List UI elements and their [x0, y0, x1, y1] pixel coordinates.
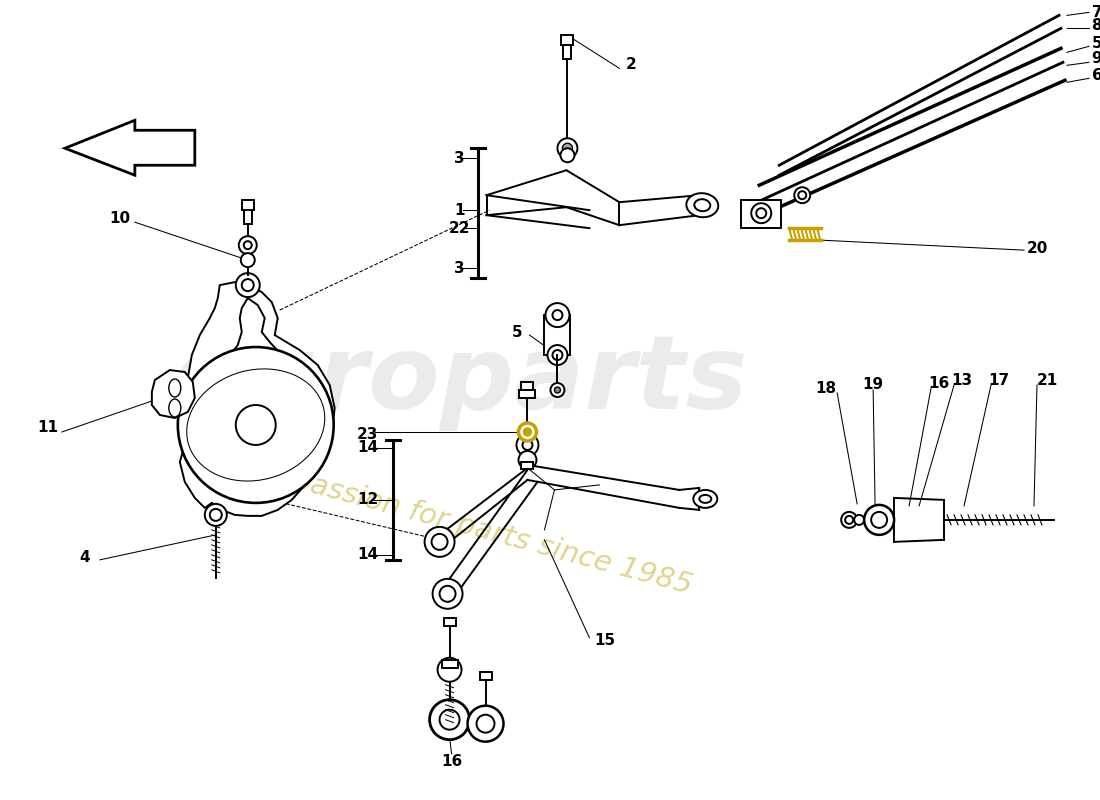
Circle shape: [210, 509, 222, 521]
Circle shape: [468, 706, 504, 742]
Text: 11: 11: [37, 421, 58, 435]
Ellipse shape: [693, 490, 717, 508]
Circle shape: [757, 208, 767, 218]
Text: 14: 14: [358, 547, 378, 562]
Ellipse shape: [694, 199, 711, 211]
Text: 3: 3: [454, 150, 465, 166]
Circle shape: [178, 347, 333, 503]
Circle shape: [548, 345, 568, 365]
Text: 6: 6: [1091, 68, 1100, 83]
Circle shape: [552, 350, 562, 360]
Text: 12: 12: [358, 493, 378, 507]
Text: 16: 16: [928, 375, 949, 390]
Circle shape: [518, 451, 537, 469]
Text: 15: 15: [594, 634, 615, 648]
Polygon shape: [179, 282, 334, 516]
Text: a passion for parts since 1985: a passion for parts since 1985: [264, 459, 695, 600]
Circle shape: [524, 428, 531, 436]
Bar: [480, 672, 492, 680]
Bar: [741, 200, 781, 228]
Polygon shape: [201, 298, 298, 480]
Circle shape: [865, 505, 894, 535]
Bar: [519, 390, 536, 398]
Text: europarts: europarts: [172, 330, 747, 430]
Circle shape: [476, 714, 495, 733]
Ellipse shape: [187, 369, 324, 481]
Bar: [443, 618, 455, 626]
Text: 10: 10: [109, 210, 131, 226]
Circle shape: [550, 383, 564, 397]
Text: 1: 1: [454, 202, 465, 218]
Text: 21: 21: [1036, 373, 1057, 387]
Text: 20: 20: [1026, 241, 1047, 256]
Circle shape: [522, 440, 532, 450]
Circle shape: [241, 253, 255, 267]
Circle shape: [845, 516, 854, 524]
Text: 2: 2: [626, 57, 637, 72]
Circle shape: [431, 534, 448, 550]
Circle shape: [560, 148, 574, 162]
Text: 4: 4: [79, 550, 90, 566]
Bar: [561, 35, 573, 46]
Text: 16: 16: [441, 754, 462, 769]
Text: 13: 13: [952, 373, 972, 387]
Bar: [441, 660, 458, 668]
Circle shape: [855, 515, 865, 525]
Bar: [544, 315, 571, 355]
Bar: [521, 462, 534, 469]
Circle shape: [554, 387, 560, 393]
Ellipse shape: [686, 193, 718, 218]
Text: 9: 9: [1091, 51, 1100, 66]
Polygon shape: [65, 120, 195, 175]
Ellipse shape: [700, 495, 712, 503]
Circle shape: [558, 138, 578, 158]
Ellipse shape: [168, 399, 180, 417]
Circle shape: [440, 586, 455, 602]
Circle shape: [242, 279, 254, 291]
Ellipse shape: [168, 379, 180, 397]
Circle shape: [235, 273, 260, 297]
Text: 19: 19: [862, 377, 883, 391]
Text: 23: 23: [356, 427, 378, 442]
Bar: [521, 382, 534, 390]
Text: 14: 14: [358, 441, 378, 455]
Bar: [244, 210, 252, 224]
Circle shape: [562, 143, 572, 154]
Circle shape: [871, 512, 887, 528]
Circle shape: [794, 187, 811, 203]
Circle shape: [425, 527, 454, 557]
Circle shape: [546, 303, 570, 327]
Circle shape: [244, 241, 252, 249]
Circle shape: [430, 700, 470, 740]
Circle shape: [239, 236, 256, 254]
Circle shape: [517, 434, 539, 456]
Circle shape: [440, 710, 460, 730]
Circle shape: [438, 658, 462, 682]
Circle shape: [799, 191, 806, 199]
Text: 3: 3: [454, 261, 465, 276]
Text: 5: 5: [513, 325, 522, 339]
Text: 8: 8: [1091, 18, 1100, 33]
Circle shape: [552, 310, 562, 320]
Text: 18: 18: [815, 381, 837, 395]
Bar: [242, 200, 254, 210]
Circle shape: [235, 405, 276, 445]
Circle shape: [751, 203, 771, 223]
Text: 17: 17: [989, 373, 1010, 387]
Circle shape: [205, 504, 227, 526]
Circle shape: [432, 579, 462, 609]
Circle shape: [518, 423, 537, 441]
Text: 7: 7: [1091, 5, 1100, 20]
Text: 5: 5: [1091, 36, 1100, 51]
Bar: [563, 46, 571, 59]
Text: 22: 22: [449, 221, 471, 236]
Polygon shape: [152, 370, 195, 418]
Circle shape: [842, 512, 857, 528]
